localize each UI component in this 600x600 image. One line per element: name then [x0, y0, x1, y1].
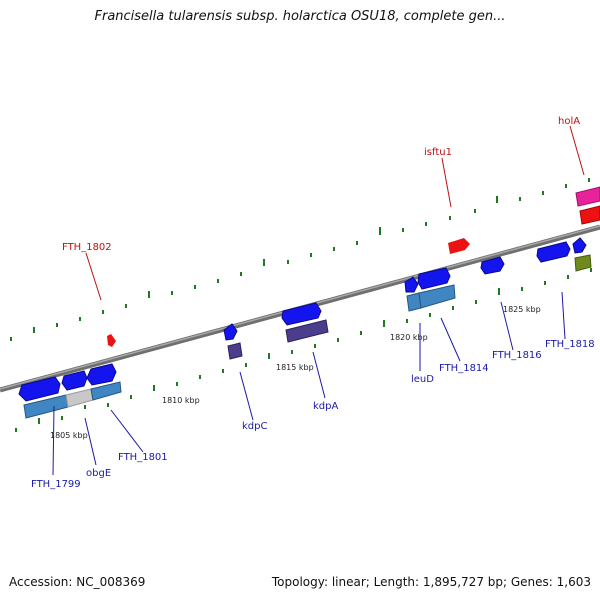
label-hola[interactable]: holA: [558, 116, 580, 127]
label-fth-1814[interactable]: FTH_1814: [439, 363, 489, 374]
cds-bar-kdpc: [227, 342, 243, 360]
label-fth-1799[interactable]: FTH_1799: [31, 479, 81, 490]
gene-arrow-fth-1801: [86, 363, 117, 386]
gene-arrow-1817: [536, 241, 571, 263]
map-title: Francisella tularensis subsp. holarctica…: [94, 9, 506, 24]
scale-label-1810: 1810 kbp: [162, 396, 200, 405]
label-leaders: [52, 125, 585, 476]
scale-label-1815: 1815 kbp: [276, 363, 314, 372]
cds-bar-kdpa: [285, 319, 329, 343]
cds-bar-fth-1814: [418, 284, 456, 309]
genome-summary-text: Topology: linear; Length: 1,895,727 bp; …: [271, 575, 591, 589]
rna-fth-1802: [107, 334, 116, 347]
gene-arrow-fth-1818: [572, 237, 587, 254]
other-feature: [574, 254, 592, 272]
gene-arrow-obge: [61, 370, 88, 391]
scale-label-1820: 1820 kbp: [390, 333, 428, 342]
accession-text: Accession: NC_008369: [9, 575, 146, 589]
rna-holA: [579, 205, 600, 225]
scale-label-1805: 1805 kbp: [50, 431, 88, 440]
label-fth-1816[interactable]: FTH_1816: [492, 350, 542, 361]
gene-arrow-leud: [404, 276, 419, 293]
gene-cluster-left[interactable]: [18, 334, 122, 419]
label-fth-1802[interactable]: FTH_1802: [62, 242, 112, 253]
upper-tick-track: [10, 178, 590, 341]
cds-bar-obge: [65, 388, 94, 408]
gene-arrow-kdpa: [281, 302, 322, 326]
label-kdpa[interactable]: kdpA: [313, 401, 338, 412]
label-leud[interactable]: leuD: [411, 374, 434, 385]
rna-isftu1: [448, 238, 470, 254]
gene-arrow-fth-1816: [480, 256, 505, 275]
gene-arrow-fth-1799: [18, 376, 61, 402]
label-fth-1801[interactable]: FTH_1801: [118, 452, 168, 463]
gene-cluster-leu[interactable]: [404, 238, 470, 312]
gene-cluster-kdp[interactable]: [223, 302, 329, 360]
gene-cluster-right[interactable]: [480, 186, 600, 275]
scale-label-1825: 1825 kbp: [503, 305, 541, 314]
gene-arrow-kdpc: [223, 323, 238, 341]
label-fth-1818[interactable]: FTH_1818: [545, 339, 595, 350]
lower-tick-track: [15, 268, 592, 432]
gene-arrow-fth-1814: [417, 267, 451, 290]
mobile-holA: [575, 186, 600, 207]
label-kdpc[interactable]: kdpC: [242, 421, 267, 432]
cds-bar-fth-1801: [90, 381, 122, 401]
label-isftu1[interactable]: isftu1: [424, 147, 452, 158]
label-obge[interactable]: obgE: [86, 468, 111, 479]
